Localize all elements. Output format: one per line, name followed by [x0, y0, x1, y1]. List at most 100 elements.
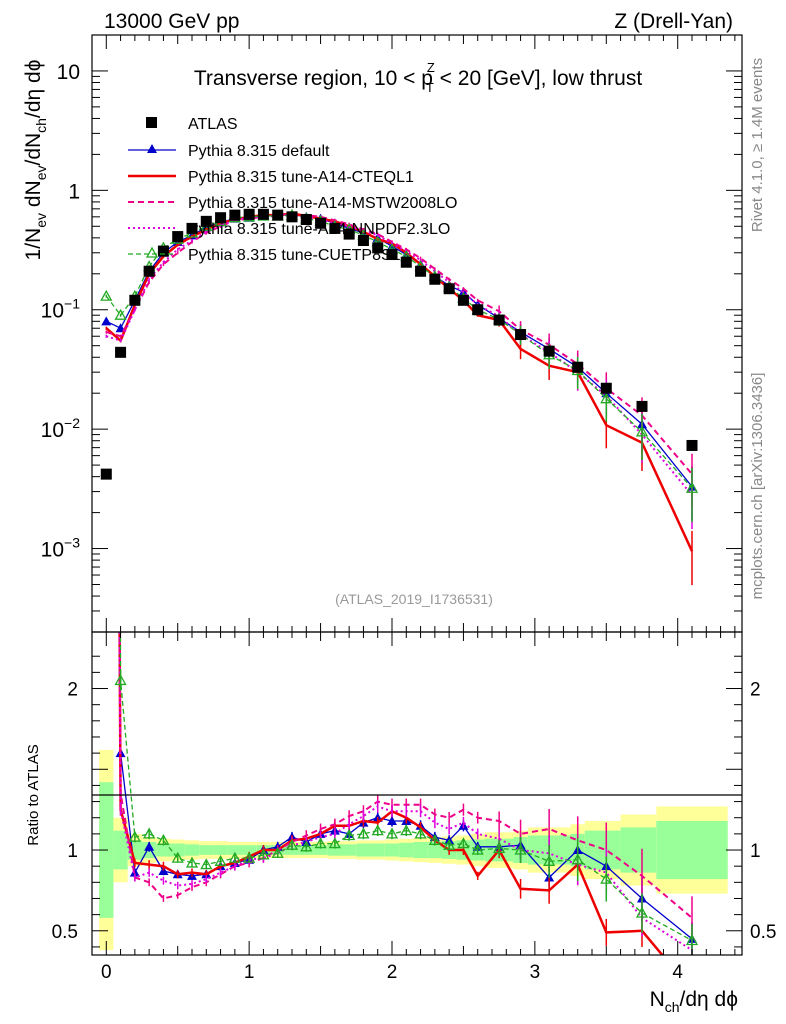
- data-point-pythia-8-315-tune-cuetp8s1: [543, 854, 556, 866]
- stat-uncertainty-band: [427, 841, 442, 859]
- data-point-pythia-8-315-tune-cuetp8s1: [314, 837, 327, 849]
- data-point-pythia-8-315-default: [101, 316, 112, 326]
- atlas-data-point: [257, 208, 269, 220]
- ratio-y-tick-label-right: 0.5: [750, 922, 776, 943]
- atlas-data-point: [543, 345, 555, 357]
- data-point-pythia-8-315-tune-cuetp8s1: [493, 842, 506, 854]
- atlas-data-point: [600, 382, 612, 394]
- series-line-pythia-8-315-tune-a14-nnpdf2-3lo: [118, 632, 693, 952]
- stat-uncertainty-band: [184, 844, 200, 856]
- ratio-y-tick-label-right: 1: [750, 841, 761, 862]
- stat-uncertainty-band: [213, 845, 228, 855]
- x-axis-title: Nch/dη dϕ: [650, 988, 738, 1015]
- data-point-pythia-8-315-tune-cuetp8s1: [471, 843, 484, 855]
- data-point-pythia-8-315-tune-cuetp8s1: [457, 837, 470, 849]
- series-line-pythia-8-315-tune-cuetp8s1: [119, 632, 693, 942]
- data-point-pythia-8-315-tune-cuetp8s1: [685, 481, 699, 493]
- data-point-pythia-8-315-tune-cuetp8s1: [443, 838, 456, 850]
- atlas-data-point: [636, 400, 648, 412]
- atlas-data-point: [186, 222, 198, 234]
- data-point-pythia-8-315-tune-cuetp8s1: [328, 837, 341, 849]
- atlas-data-point: [415, 265, 427, 277]
- series-line-pythia-8-315-tune-a14-cteql1: [118, 632, 664, 955]
- mcplots-label: mcplots.cern.ch [arXiv:1306.3436]: [749, 373, 766, 600]
- atlas-data-point: [272, 209, 284, 221]
- stat-uncertainty-band: [113, 830, 128, 870]
- data-point-pythia-8-315-tune-cuetp8s1: [571, 853, 584, 865]
- atlas-data-point: [100, 468, 112, 480]
- axis-ticks: [92, 34, 742, 955]
- data-point-pythia-8-315-tune-cuetp8s1: [514, 843, 527, 855]
- ratio-y-tick-label-right: 2: [750, 680, 761, 701]
- data-point-pythia-8-315-default: [144, 841, 155, 851]
- stat-uncertainty-band: [156, 843, 171, 857]
- data-point-pythia-8-315-tune-cuetp8s1: [428, 833, 441, 845]
- data-point-pythia-8-315-tune-cuetp8s1: [271, 846, 284, 858]
- atlas-data-point: [115, 346, 127, 358]
- header-right: Z (Drell-Yan): [614, 10, 733, 33]
- data-point-pythia-8-315-tune-cuetp8s1: [600, 392, 613, 404]
- legend-atlas-marker: [146, 117, 157, 128]
- data-point-pythia-8-315-tune-cuetp8s1: [635, 425, 649, 437]
- stat-uncertainty-band: [384, 843, 400, 857]
- stat-uncertainty-band: [170, 843, 185, 857]
- stat-uncertainty-band: [356, 843, 371, 857]
- data-point-pythia-8-315-tune-cuetp8s1: [600, 872, 613, 884]
- atlas-data-point: [472, 304, 484, 316]
- stat-uncertainty-band: [242, 845, 257, 855]
- series-line-pythia-8-315-tune-cuetp8s1: [105, 214, 693, 489]
- x-tick-label: 4: [672, 962, 683, 983]
- legend-label-default: Pythia 8.315 default: [188, 143, 330, 160]
- x-tick-label: 0: [101, 962, 112, 983]
- atlas-data-point: [343, 228, 355, 240]
- stat-uncertainty-band: [584, 830, 621, 870]
- legend-cuetp8s1-marker: [145, 246, 159, 258]
- atlas-data-point: [372, 242, 384, 254]
- atlas-data-point: [172, 231, 184, 243]
- stat-uncertainty-band: [399, 842, 414, 858]
- legend-default-marker: [147, 144, 157, 153]
- data-point-pythia-8-315-tune-cuetp8s1: [243, 851, 256, 863]
- atlas-data-point: [143, 265, 155, 277]
- legend-label-cuetp8s1: Pythia 8.315 tune-CUETP8S1: [188, 247, 401, 264]
- data-point-pythia-8-315-tune-cuetp8s1: [114, 308, 127, 320]
- atlas-data-point: [329, 222, 341, 234]
- legend-label-nnpdf: Pythia 8.315 tune-A14-NNPDF2.3LO: [188, 221, 450, 238]
- ratio-y-tick-label-left: 1: [67, 841, 78, 862]
- atlas-data-point: [572, 361, 584, 373]
- stat-uncertainty-band: [227, 845, 242, 855]
- y-tick-label: 10: [57, 61, 80, 84]
- y-tick-label: 10−3: [41, 535, 81, 562]
- atlas-data-point: [400, 256, 412, 268]
- series-line-pythia-8-315-tune-a14-mstw2008lo: [118, 632, 693, 919]
- series-line-pythia-8-315-default: [119, 632, 693, 940]
- stat-uncertainty-band: [199, 845, 214, 855]
- atlas-data-point: [515, 329, 527, 341]
- stat-uncertainty-band: [327, 844, 342, 856]
- x-tick-label: 2: [387, 962, 398, 983]
- data-point-pythia-8-315-tune-cuetp8s1: [200, 858, 213, 870]
- data-point-pythia-8-315-tune-cuetp8s1: [343, 829, 356, 841]
- series-line-pythia-8-315-default: [106, 213, 693, 488]
- ratio-plot-series: [114, 632, 699, 955]
- x-tick-label: 1: [244, 962, 255, 983]
- series-line-pythia-8-315-tune-a14-cteql1: [105, 212, 694, 552]
- data-point-pythia-8-315-tune-cuetp8s1: [285, 838, 299, 850]
- ratio-plot-frame: [91, 631, 743, 956]
- atlas-data-point: [443, 283, 455, 295]
- data-point-pythia-8-315-tune-cuetp8s1: [357, 827, 370, 839]
- atlas-data-point: [243, 208, 255, 220]
- data-point-pythia-8-315-tune-cuetp8s1: [257, 848, 270, 860]
- stat-uncertainty-band: [370, 843, 385, 857]
- stat-uncertainty-band: [656, 820, 728, 880]
- atlas-data-point: [215, 212, 227, 224]
- data-point-pythia-8-315-tune-cuetp8s1: [157, 833, 170, 845]
- atlas-data-point: [493, 314, 505, 326]
- data-point-pythia-8-315-tune-cuetp8s1: [171, 851, 184, 863]
- atlas-data-point: [157, 245, 169, 257]
- y-tick-label: 10−2: [41, 415, 81, 442]
- legend-label-atlas: ATLAS: [188, 116, 238, 133]
- data-point-pythia-8-315-tune-cuetp8s1: [385, 827, 399, 839]
- atlas-data-point: [315, 217, 327, 229]
